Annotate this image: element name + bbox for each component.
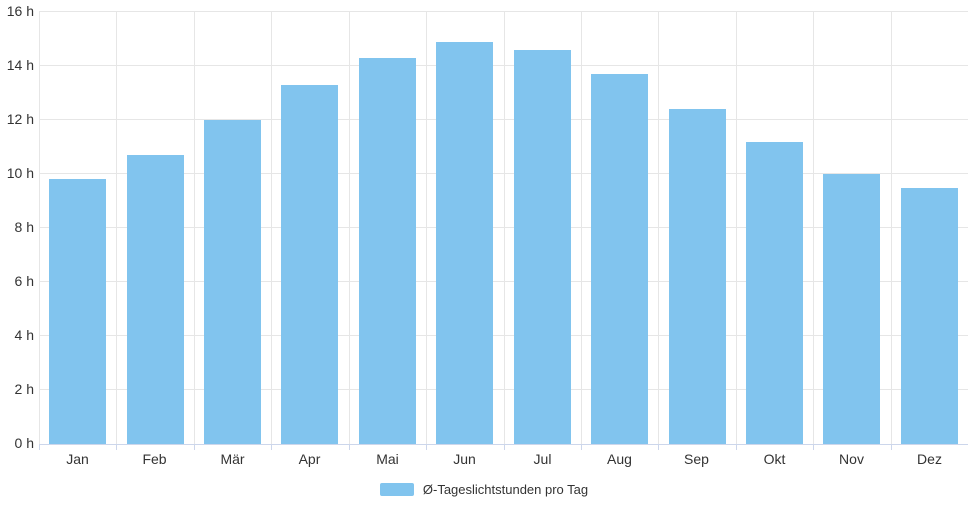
x-gridline	[891, 12, 892, 444]
x-gridline	[194, 12, 195, 444]
x-axis-tick	[116, 444, 117, 450]
bar-jun[interactable]	[436, 41, 493, 444]
x-gridline	[581, 12, 582, 444]
bar-apr[interactable]	[281, 84, 338, 444]
x-gridline	[813, 12, 814, 444]
y-gridline	[39, 173, 968, 174]
bar-mär[interactable]	[204, 120, 261, 444]
bar-nov[interactable]	[823, 174, 880, 444]
x-axis-label-dez: Dez	[917, 451, 942, 467]
y-axis-tick-label: 8 h	[14, 219, 34, 235]
y-axis-tick-label: 12 h	[6, 111, 34, 127]
bar-dez[interactable]	[901, 187, 958, 444]
legend-swatch-icon	[379, 483, 414, 496]
y-axis-tick-label: 16 h	[6, 3, 34, 19]
y-gridline	[39, 281, 968, 282]
x-axis-label-aug: Aug	[607, 451, 632, 467]
x-axis-tick	[891, 444, 892, 450]
x-gridline	[426, 12, 427, 444]
x-axis-label-jul: Jul	[533, 451, 552, 467]
bar-feb[interactable]	[127, 155, 184, 444]
x-gridline	[658, 12, 659, 444]
bar-aug[interactable]	[591, 74, 648, 444]
x-axis-label-jun: Jun	[453, 451, 476, 467]
x-gridline	[116, 12, 117, 444]
x-axis-tick	[39, 444, 40, 450]
y-gridline	[39, 389, 968, 390]
y-axis-tick-label: 10 h	[6, 165, 34, 181]
y-axis-tick-label: 0 h	[14, 435, 34, 451]
x-axis-tick	[271, 444, 272, 450]
x-axis-label-feb: Feb	[142, 451, 167, 467]
bar-mai[interactable]	[359, 57, 416, 444]
x-gridline	[39, 12, 40, 444]
legend-label: Ø-Tageslichtstunden pro Tag	[422, 482, 589, 497]
x-axis-label-nov: Nov	[839, 451, 864, 467]
y-axis-tick-label: 4 h	[14, 327, 34, 343]
x-gridline	[349, 12, 350, 444]
x-axis-tick	[658, 444, 659, 450]
x-axis-label-mär: Mär	[220, 451, 245, 467]
x-axis-label-mai: Mai	[376, 451, 399, 467]
bar-jul[interactable]	[514, 49, 571, 444]
x-gridline	[271, 12, 272, 444]
x-axis-tick	[194, 444, 195, 450]
x-axis-tick	[426, 444, 427, 450]
y-gridline	[39, 119, 968, 120]
x-gridline	[736, 12, 737, 444]
x-axis-label-apr: Apr	[298, 451, 321, 467]
x-axis-tick	[813, 444, 814, 450]
y-axis-tick-label: 6 h	[14, 273, 34, 289]
y-gridline	[39, 335, 968, 336]
y-gridline	[39, 227, 968, 228]
bar-sep[interactable]	[669, 109, 726, 444]
x-axis-tick	[349, 444, 350, 450]
legend[interactable]: Ø-Tageslichtstunden pro Tag	[0, 482, 968, 497]
x-axis-tick	[736, 444, 737, 450]
x-axis-line	[39, 444, 968, 445]
x-axis-label-jan: Jan	[66, 451, 89, 467]
x-gridline	[504, 12, 505, 444]
y-axis-tick-label: 2 h	[14, 381, 34, 397]
y-axis-tick-label: 14 h	[6, 57, 34, 73]
bar-okt[interactable]	[746, 141, 803, 444]
x-axis-tick	[504, 444, 505, 450]
x-axis-label-sep: Sep	[684, 451, 709, 467]
x-axis-tick	[581, 444, 582, 450]
bar-jan[interactable]	[49, 179, 106, 444]
x-axis-label-okt: Okt	[763, 451, 786, 467]
y-gridline	[39, 65, 968, 66]
y-gridline	[39, 11, 968, 12]
